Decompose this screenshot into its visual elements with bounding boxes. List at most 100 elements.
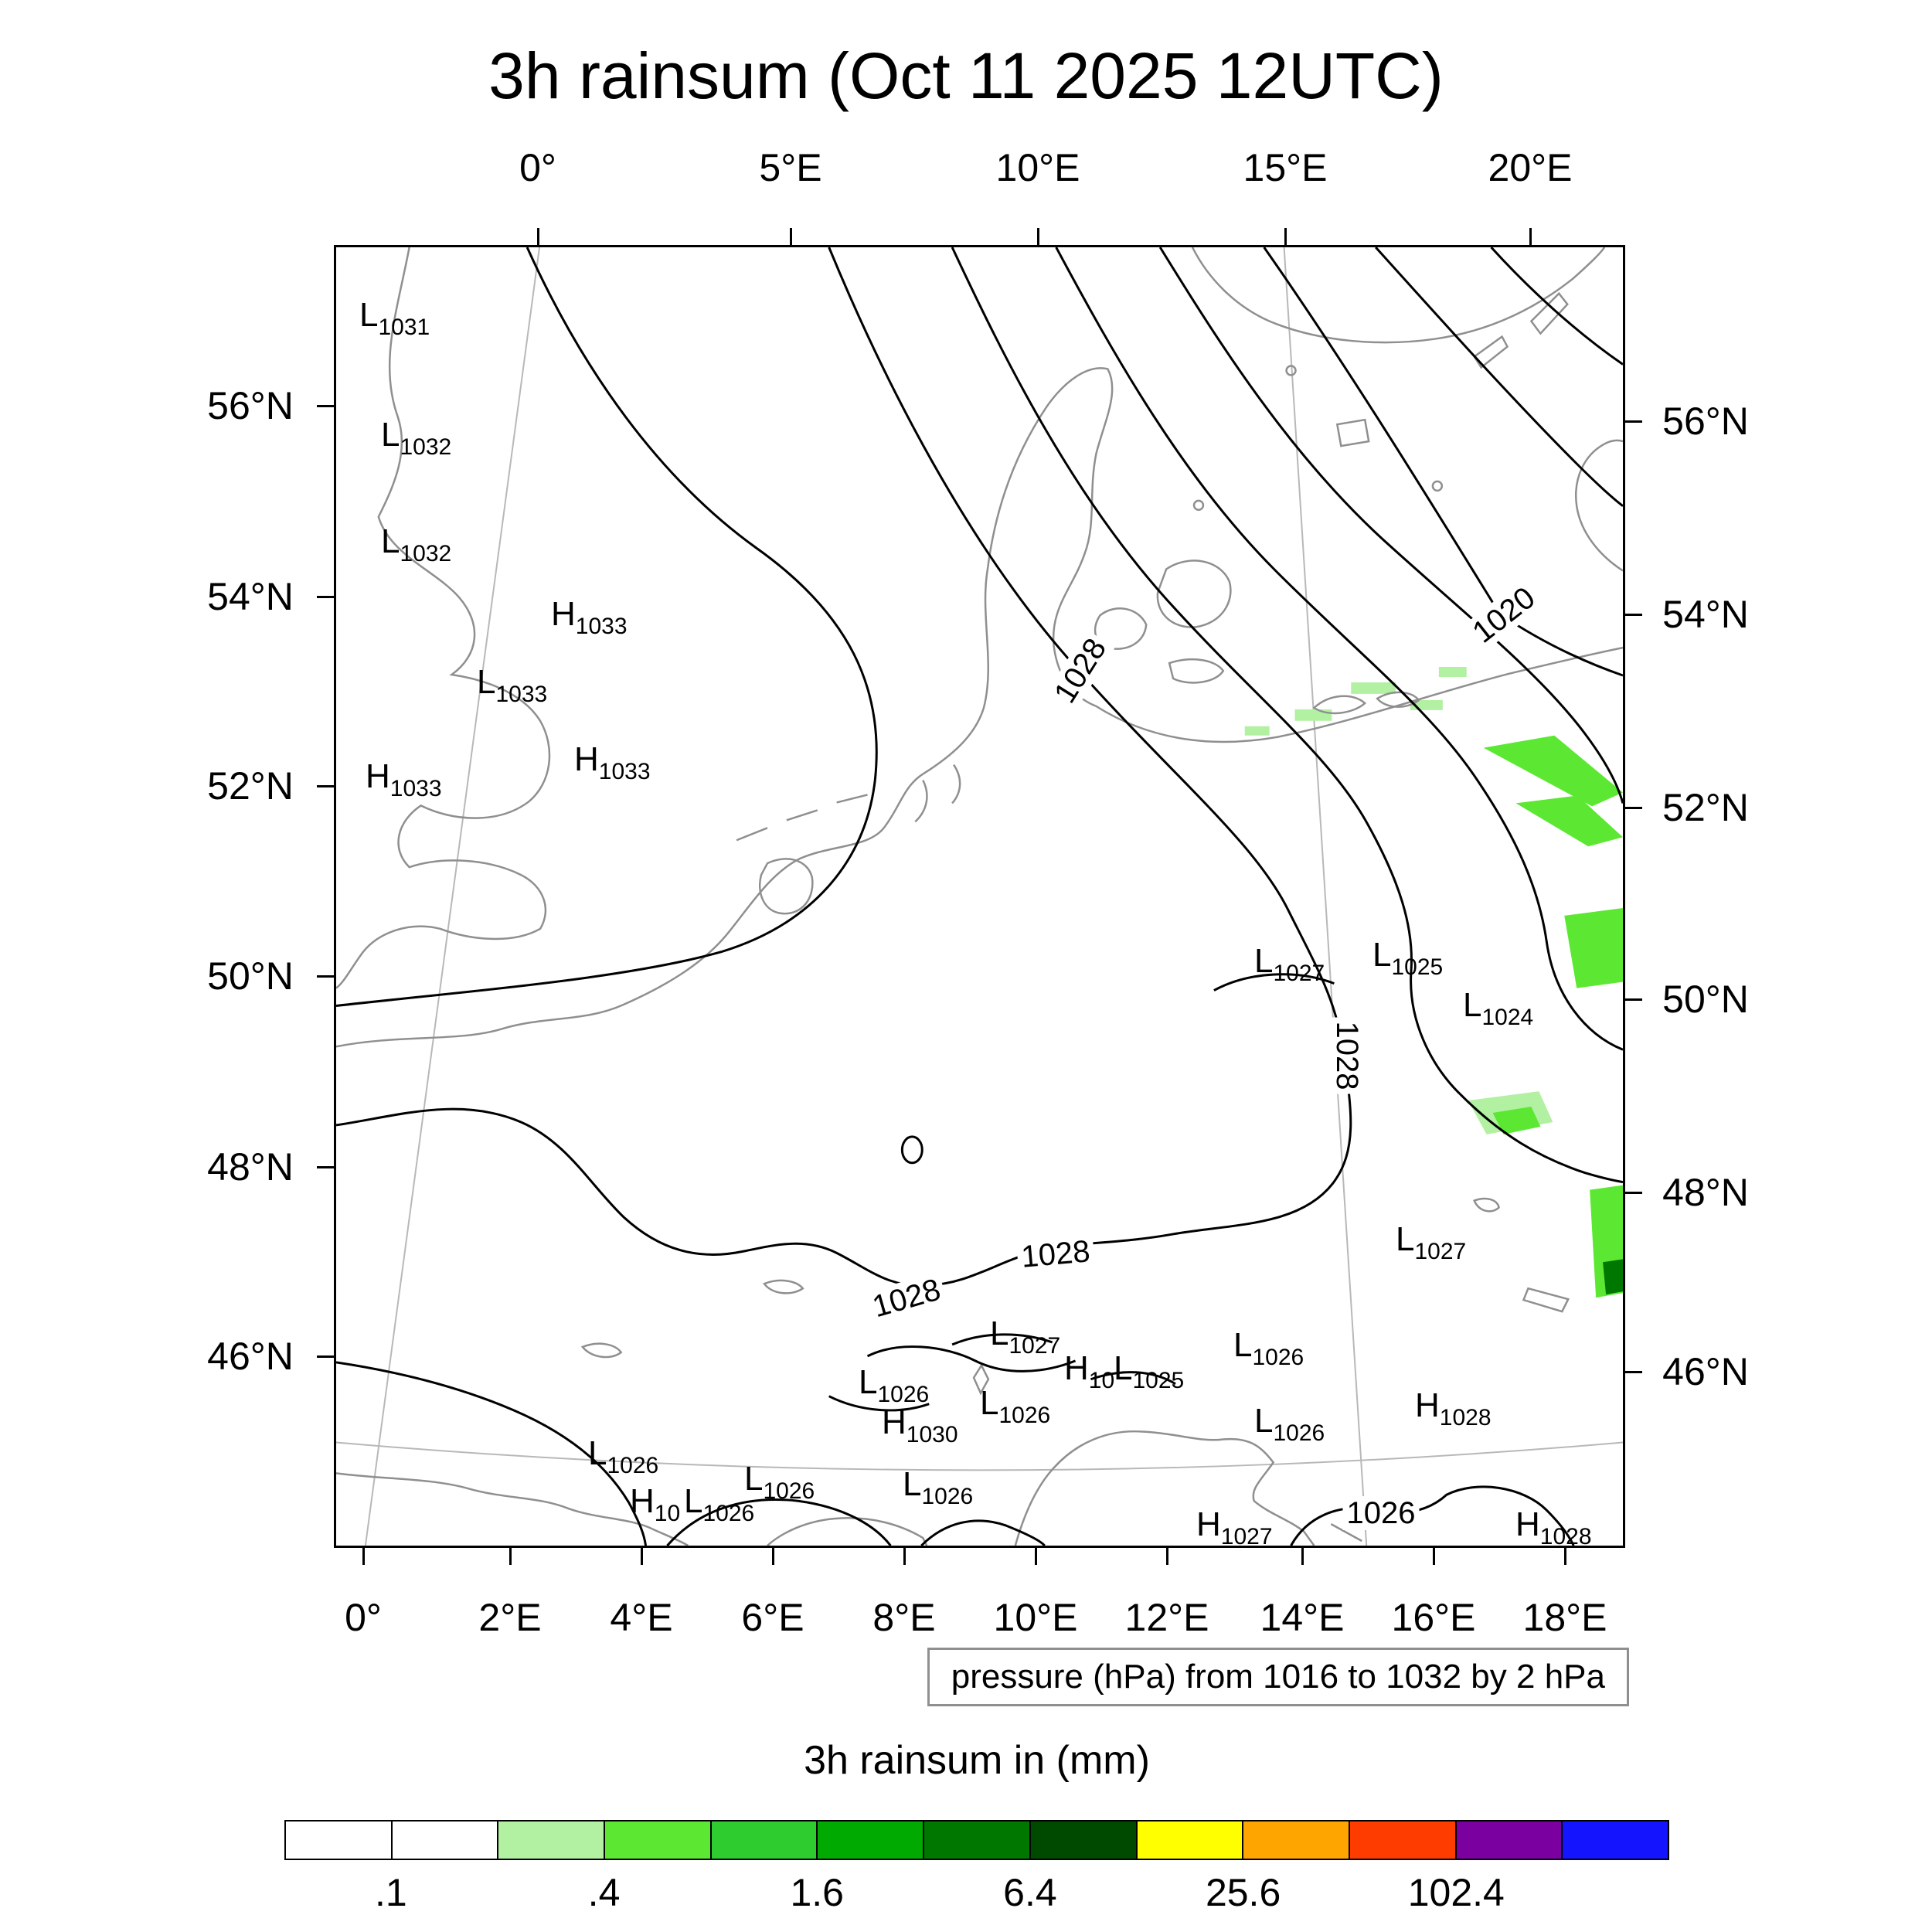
pressure-value: 1025 (1132, 1367, 1185, 1393)
pressure-value: 1026 (998, 1402, 1051, 1428)
pressure-center-low: L1027 (1396, 1222, 1466, 1264)
pressure-value: 1033 (575, 613, 628, 639)
pressure-letter: L (1254, 1401, 1274, 1440)
lon-tick-top (1037, 228, 1039, 245)
pressure-letter: L (1254, 941, 1274, 980)
colorbar-tick-label: .4 (587, 1871, 621, 1914)
pressure-letter: L (588, 1434, 607, 1472)
lat-label-right: 46°N (1662, 1350, 1749, 1393)
lat-tick-right (1625, 420, 1642, 423)
colorbar-tick-label: 1.6 (790, 1871, 844, 1914)
pressure-center-high: H1028 (1415, 1388, 1492, 1430)
lon-label-top: 20°E (1488, 146, 1573, 189)
lat-tick-right (1625, 1371, 1642, 1373)
pressure-center-low: L1025 (1372, 937, 1444, 980)
colorbar-cell (923, 1820, 1031, 1860)
pressure-letter: L (359, 295, 379, 334)
pressure-caption-text: pressure (hPa) from 1016 to 1032 by 2 hP… (951, 1658, 1605, 1696)
lon-label-bottom: 14°E (1260, 1596, 1345, 1639)
pressure-value: 1026 (763, 1478, 815, 1504)
lat-label-left: 48°N (207, 1145, 294, 1189)
colorbar-cell (1348, 1820, 1457, 1860)
pressure-letter: L (684, 1481, 703, 1520)
pressure-letter: L (1233, 1325, 1253, 1364)
pressure-value: 1027 (1220, 1523, 1273, 1548)
pressure-letter: L (381, 415, 400, 454)
map-label-layer: L1031 L1032 L1032 H1033 L1033 H1033 H1033 L1027… (336, 247, 1623, 1546)
lon-tick-bottom (772, 1548, 774, 1565)
lat-label-right: 56°N (1662, 400, 1749, 443)
pressure-value: 1027 (1009, 1332, 1061, 1359)
pressure-letter: L (903, 1464, 922, 1503)
lat-tick-right (1625, 807, 1642, 809)
pressure-value: 1026 (877, 1381, 930, 1407)
colorbar-cell (497, 1820, 606, 1860)
lat-tick-left (317, 1166, 334, 1168)
map-frame: L1031 L1032 L1032 H1033 L1033 H1033 H1033 L1027… (334, 245, 1625, 1548)
lon-tick-top (537, 228, 539, 245)
chart-title: 3h rainsum (Oct 11 2025 12UTC) (488, 39, 1444, 112)
colorbar-cell (390, 1820, 499, 1860)
pressure-value: 1024 (1481, 1004, 1534, 1030)
lat-tick-left (317, 596, 334, 598)
lon-label-bottom: 10°E (993, 1596, 1078, 1639)
lon-tick-bottom (1564, 1548, 1566, 1565)
pressure-letter: L (1114, 1349, 1133, 1387)
pressure-value: 1033 (598, 758, 651, 784)
pressure-center-low: L1027 (1254, 944, 1325, 985)
pressure-center-low: L1031 (359, 298, 430, 339)
lat-label-left: 54°N (207, 575, 294, 618)
colorbar-cell (1029, 1820, 1138, 1860)
lat-label-right: 48°N (1662, 1171, 1749, 1214)
colorbar-title: 3h rainsum in (mm) (804, 1738, 1150, 1783)
pressure-letter: H (366, 757, 390, 795)
lon-label-bottom: 12°E (1124, 1596, 1209, 1639)
isobar-contours (336, 247, 1623, 1546)
lat-label-left: 46°N (207, 1335, 294, 1378)
lon-tick-top (790, 228, 792, 245)
colorbar-tick-label: 102.4 (1407, 1871, 1505, 1914)
lon-tick-bottom (1301, 1548, 1304, 1565)
pressure-center-low: L1024 (1463, 988, 1533, 1029)
pressure-value: 1025 (1391, 954, 1444, 980)
pressure-center-high: H1028 (1515, 1507, 1592, 1548)
lon-label-bottom: 8°E (872, 1596, 936, 1639)
pressure-letter: L (1463, 985, 1482, 1024)
lon-tick-bottom (509, 1548, 512, 1565)
pressure-value: 1028 (1539, 1523, 1592, 1548)
pressure-value: 1033 (389, 775, 442, 801)
pressure-center-high: H1033 (574, 740, 651, 784)
colorbar-cell (709, 1820, 818, 1860)
lon-label-top: 0° (519, 146, 556, 189)
pressure-letter: H (882, 1403, 906, 1441)
lat-label-left: 56°N (207, 384, 294, 427)
lat-tick-right (1625, 614, 1642, 616)
lon-tick-bottom (362, 1548, 365, 1565)
pressure-caption-box: pressure (hPa) from 1016 to 1032 by 2 hP… (927, 1648, 1629, 1706)
pressure-center-low: L1026 (744, 1461, 815, 1504)
pressure-center-high: H1030 (882, 1403, 958, 1447)
lat-tick-right (1625, 1192, 1642, 1194)
pressure-value: 1033 (495, 681, 548, 707)
pressure-center-low: L1026 (903, 1464, 973, 1509)
colorbar-cell (604, 1820, 712, 1860)
pressure-center-low: L1026 (859, 1365, 930, 1407)
pressure-value: 1026 (1273, 1420, 1325, 1446)
pressure-center-high: H1033 (551, 597, 628, 638)
pressure-center-low: L1026 (588, 1434, 658, 1478)
pressure-center-low: L1026 (980, 1386, 1050, 1427)
pressure-letter: H (574, 740, 599, 778)
pressure-letter: H (630, 1481, 655, 1520)
colorbar-tick-label: 25.6 (1205, 1871, 1281, 1914)
pressure-letter: L (980, 1383, 999, 1422)
lat-label-right: 54°N (1662, 593, 1749, 636)
colorbar-tick-label: .1 (374, 1871, 407, 1914)
lon-label-top: 15°E (1243, 146, 1328, 189)
map-graphic (336, 247, 1623, 1546)
lon-label-top: 5°E (759, 146, 822, 189)
lon-label-top: 10°E (995, 146, 1080, 189)
lat-label-left: 52°N (207, 764, 294, 808)
colorbar-tick-label: 6.4 (1003, 1871, 1057, 1914)
colorbar-cell (1135, 1820, 1244, 1860)
lat-tick-left (317, 1355, 334, 1358)
